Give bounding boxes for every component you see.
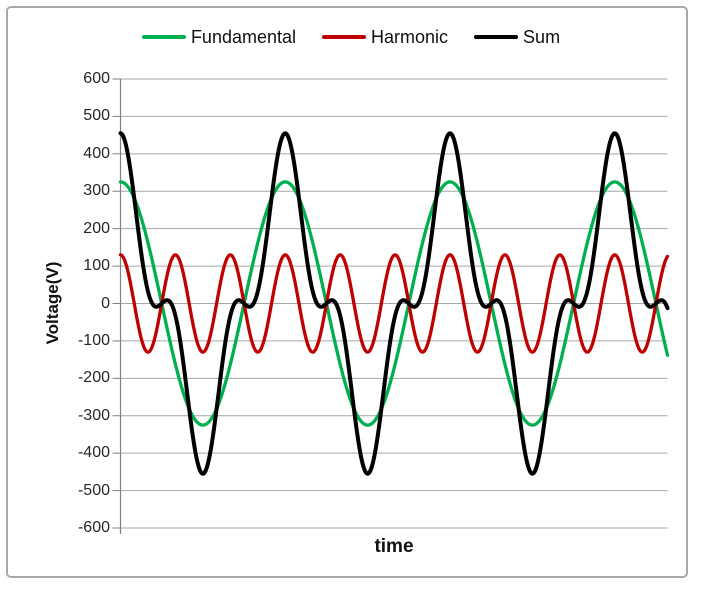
y-tick-label: 300	[83, 182, 110, 200]
legend-label: Harmonic	[371, 27, 449, 47]
y-tick-label: -200	[77, 369, 110, 387]
series-path-fundamental	[118, 180, 670, 427]
legend-line-swatch	[141, 35, 186, 39]
legend-item-sum: Sum	[474, 28, 560, 46]
y-tick-label: 100	[83, 257, 110, 275]
series-path-harmonic	[118, 253, 670, 354]
legend-line-swatch	[322, 35, 367, 39]
y-tick-label: -600	[77, 519, 110, 536]
legend-item-fundamental: Fundamental	[141, 27, 297, 47]
y-tick-label: -500	[77, 481, 110, 499]
chart-frame	[6, 6, 688, 578]
x-axis-title: time	[374, 536, 414, 557]
y-tick-label: 500	[83, 107, 110, 125]
y-tick-label: 200	[83, 219, 110, 237]
legend-line-swatch	[474, 35, 519, 39]
y-tick-label: 0	[101, 294, 110, 312]
y-tick-label: -400	[77, 444, 110, 462]
series-path-sum	[118, 131, 670, 476]
y-tick-label: -100	[77, 331, 110, 349]
legend-item-harmonic: Harmonic	[322, 28, 448, 46]
chart-legend: Fundamental Harmonic Sum	[0, 25, 702, 49]
legend-label: Sum	[523, 27, 561, 47]
legend-label: Fundamental	[190, 27, 297, 47]
y-tick-label: 400	[83, 144, 110, 162]
y-tick-label: -300	[77, 406, 110, 424]
y-tick-label: 600	[83, 70, 110, 87]
y-axis-title: Voltage(V)	[43, 261, 62, 345]
